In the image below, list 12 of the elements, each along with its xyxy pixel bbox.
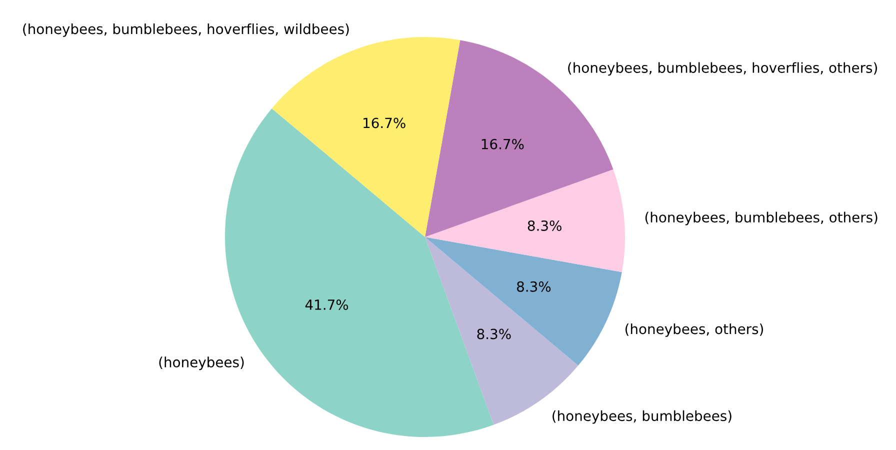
slice-label: (honeybees): [159, 356, 244, 370]
slice-label: (honeybees, others): [625, 323, 764, 337]
slice-label: (honeybees, bumblebees, others): [645, 212, 878, 226]
data-label: 16.7%: [364, 118, 406, 128]
data-label: 8.3%: [517, 281, 551, 292]
data-label: 8.3%: [477, 328, 511, 340]
slice-label: (honeybees, bumblebees, hoverflies, wildbees): [23, 23, 349, 37]
data-label: 8.3%: [528, 220, 562, 231]
slice-label: (honeybees, bumblebees, hoverflies, others): [568, 62, 877, 76]
data-label: 41.7%: [305, 299, 348, 310]
data-label: 16.7%: [482, 138, 524, 150]
slice-label: (honeybees, bumblebees): [552, 410, 732, 424]
